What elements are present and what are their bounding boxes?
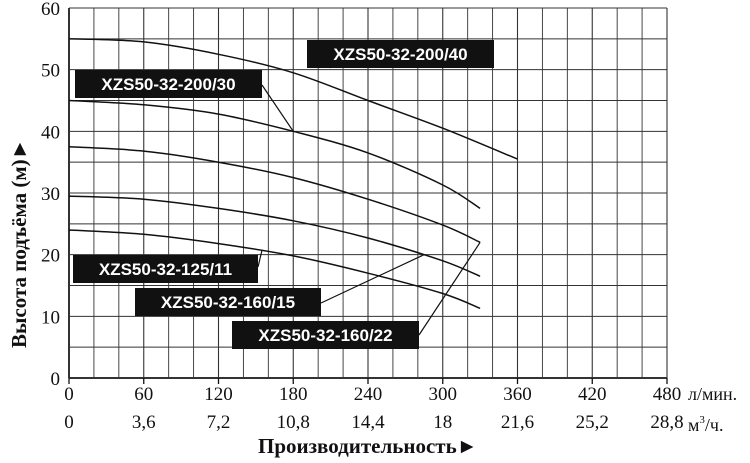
- x-tick-label-top: 240: [354, 384, 383, 405]
- y-tick-label: 40: [41, 122, 60, 143]
- series-label: XZS50-32-125/11: [73, 255, 258, 283]
- x-tick-label-bottom: 10,8: [277, 412, 310, 433]
- curve-5: [68, 229, 481, 309]
- curve-4: [68, 195, 481, 277]
- leader-line: [418, 242, 481, 336]
- x-tick-label-top: 480: [653, 384, 682, 405]
- x-tick-label-bottom: 0: [64, 412, 74, 433]
- x-tick-label-bottom: 3,6: [132, 412, 156, 433]
- series-label: XZS50-32-160/15: [135, 288, 321, 316]
- y-tick-label: 10: [41, 307, 60, 328]
- tick-labels: 010203040506000603,61207,218010,824014,4…: [41, 0, 684, 433]
- series-label-box: [232, 321, 419, 349]
- y-tick-label: 20: [41, 246, 60, 267]
- y-tick-label: 50: [41, 61, 60, 82]
- series-label-box: [73, 255, 258, 283]
- x-tick-label-top: 60: [134, 384, 153, 405]
- series-label-text: XZS50-32-200/30: [101, 75, 235, 94]
- y-tick-label: 0: [51, 369, 61, 390]
- x-tick-label-top: 180: [279, 384, 308, 405]
- x-tick-label-top: 0: [64, 384, 74, 405]
- x-tick-label-bottom: 25,2: [576, 412, 609, 433]
- x-tick-label-top: 300: [429, 384, 458, 405]
- y-axis-title: Высота подъёма (м)►: [7, 139, 31, 348]
- leader-line: [257, 249, 263, 268]
- series-labels: XZS50-32-200/40 XZS50-32-200/30 XZS50-32-1…: [73, 40, 494, 349]
- series-label-box: [307, 40, 494, 68]
- series-label: XZS50-32-200/30: [75, 70, 262, 98]
- x-unit-top: л/мин.: [688, 384, 737, 404]
- series-label-text: XZS50-32-160/15: [161, 293, 295, 312]
- x-tick-label-bottom: 18: [433, 412, 452, 433]
- x-tick-label-top: 360: [503, 384, 532, 405]
- series-label-text: XZS50-32-160/22: [258, 326, 392, 345]
- series-label-box: [75, 70, 262, 98]
- x-tick-label-top: 120: [204, 384, 233, 405]
- x-tick-label-bottom: 14,4: [351, 412, 385, 433]
- x-tick-label-bottom: 28,8: [650, 412, 683, 433]
- x-axis-title: Производительность►: [258, 434, 478, 458]
- x-tick-label-bottom: 7,2: [207, 412, 231, 433]
- curve-2: [68, 99, 481, 210]
- curve-1: [68, 38, 518, 160]
- series-label-text: XZS50-32-200/40: [333, 45, 467, 64]
- leader-line: [261, 84, 294, 132]
- x-tick-label-top: 420: [578, 384, 607, 405]
- curve-3: [68, 146, 481, 243]
- series-label-text: XZS50-32-125/11: [99, 260, 232, 279]
- series-label: XZS50-32-160/22: [232, 321, 419, 349]
- y-tick-label: 30: [41, 184, 60, 205]
- grid: [68, 7, 668, 384]
- x-tick-label-bottom: 21,6: [501, 412, 534, 433]
- series-label: XZS50-32-200/40: [307, 40, 494, 68]
- y-tick-label: 60: [41, 0, 60, 20]
- leader-line: [320, 254, 425, 304]
- series-label-box: [135, 288, 321, 316]
- curves: [68, 38, 518, 309]
- x-unit-bottom: м3/ч.: [688, 414, 723, 435]
